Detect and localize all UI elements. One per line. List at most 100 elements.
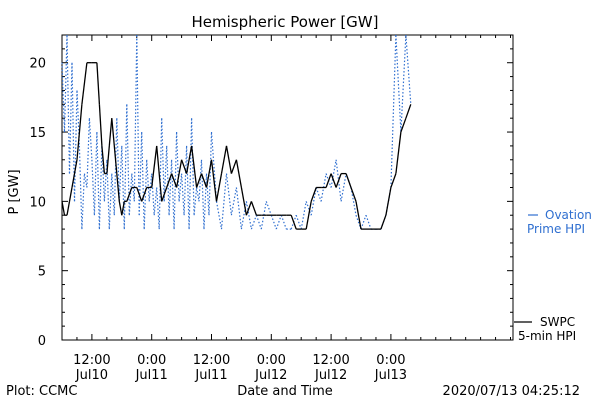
series-segment: [240, 187, 248, 216]
series-segment: [161, 187, 168, 202]
y-axis: 0 5 10 15 20: [29, 34, 513, 349]
series-ovation-prime-hpi: [61, 34, 412, 230]
series-segment: [108, 173, 113, 230]
series-segment: [255, 215, 262, 230]
x-tick-label-time: 12:00: [73, 353, 110, 368]
series-segment: [390, 173, 397, 188]
x-tick-label-date: Jul11: [194, 368, 227, 383]
series-segment: [183, 145, 188, 216]
series-segment: [83, 173, 88, 188]
series-segment: [71, 159, 78, 188]
series-segment: [390, 34, 397, 188]
series-segment: [230, 187, 237, 216]
series-segment: [91, 159, 95, 216]
series-segment: [210, 159, 218, 202]
series-segment: [180, 159, 188, 174]
series-segment: [191, 118, 195, 216]
series-segment: [265, 201, 272, 216]
series-segment: [205, 159, 213, 188]
series-segment: [188, 118, 193, 230]
series-segment: [365, 214, 372, 230]
series-segment: [138, 131, 143, 216]
y-tick-label: 5: [38, 265, 46, 280]
series-segment: [225, 145, 233, 174]
series-segment: [141, 187, 148, 202]
series-segment: [86, 118, 90, 188]
plot-timestamp: 2020/07/13 04:25:12: [443, 384, 580, 399]
series-segment: [166, 173, 173, 188]
series-segment: [170, 173, 178, 188]
series-segment: [250, 214, 257, 230]
series-segment: [126, 187, 133, 202]
series-segment: [98, 145, 103, 230]
series-segment: [235, 187, 242, 230]
series-segment: [190, 145, 198, 188]
series-segment: [148, 173, 153, 202]
y-axis-label: P [GW]: [7, 169, 22, 214]
series-segment: [143, 159, 148, 230]
series-segment: [235, 159, 243, 188]
series-segment: [78, 145, 83, 230]
series-segment: [76, 104, 83, 160]
series-segment: [136, 187, 143, 202]
series-segment: [156, 187, 160, 230]
series-segment: [270, 214, 277, 230]
series-segment: [81, 62, 88, 105]
series-segment: [96, 131, 100, 230]
series-segment: [400, 117, 407, 133]
y-tick-label: 20: [29, 57, 46, 72]
series-segment: [220, 173, 228, 230]
series-segment: [350, 187, 357, 216]
series-segment: [163, 145, 168, 202]
series-segment: [330, 159, 337, 188]
series-segment: [68, 62, 73, 174]
series-segment: [305, 201, 312, 216]
series-segment: [178, 173, 183, 202]
plot-frame: [61, 34, 514, 341]
series-segment: [355, 201, 362, 230]
y-tick-label: 15: [29, 126, 46, 141]
series-segment: [310, 187, 317, 216]
series-segment: [166, 145, 170, 216]
series-segment: [196, 187, 200, 202]
series-segment: [66, 201, 71, 216]
x-tick-label-date: Jul13: [374, 368, 407, 383]
series-segment: [98, 104, 103, 146]
series-segment: [380, 214, 387, 230]
series-segment: [68, 187, 73, 202]
legend-ovation-line2: Prime HPI: [527, 222, 585, 236]
series-segment: [73, 90, 78, 202]
series-segment: [345, 173, 352, 188]
series-segment: [96, 62, 101, 105]
series-segment: [405, 104, 412, 119]
series-segment: [141, 131, 145, 230]
series-segment: [350, 187, 357, 202]
series-segment: [181, 173, 185, 216]
x-tick-label-time: 12:00: [193, 353, 230, 368]
series-segment: [215, 201, 223, 230]
series-layer: [61, 34, 412, 230]
series-segment: [101, 145, 106, 174]
series-segment: [103, 159, 108, 202]
series-segment: [395, 34, 402, 133]
y-tick-label: 10: [29, 195, 46, 210]
series-segment: [220, 145, 228, 174]
series-segment: [153, 187, 158, 216]
x-tick-label-date: Jul11: [135, 368, 168, 383]
series-segment: [176, 131, 180, 202]
series-segment: [123, 104, 128, 230]
legend-swpc-line2: 5-min HPI: [518, 329, 576, 343]
series-segment: [300, 201, 307, 230]
series-segment: [193, 187, 198, 216]
series-segment: [113, 118, 118, 216]
series-segment: [161, 118, 165, 202]
plot-border: [61, 34, 514, 341]
series-segment: [385, 187, 392, 216]
x-tick-label-time: 0:00: [376, 353, 405, 368]
series-segment: [93, 131, 98, 216]
series-segment: [355, 214, 362, 230]
x-tick-label-time: 0:00: [257, 353, 286, 368]
series-segment: [61, 62, 66, 133]
series-segment: [195, 173, 203, 188]
